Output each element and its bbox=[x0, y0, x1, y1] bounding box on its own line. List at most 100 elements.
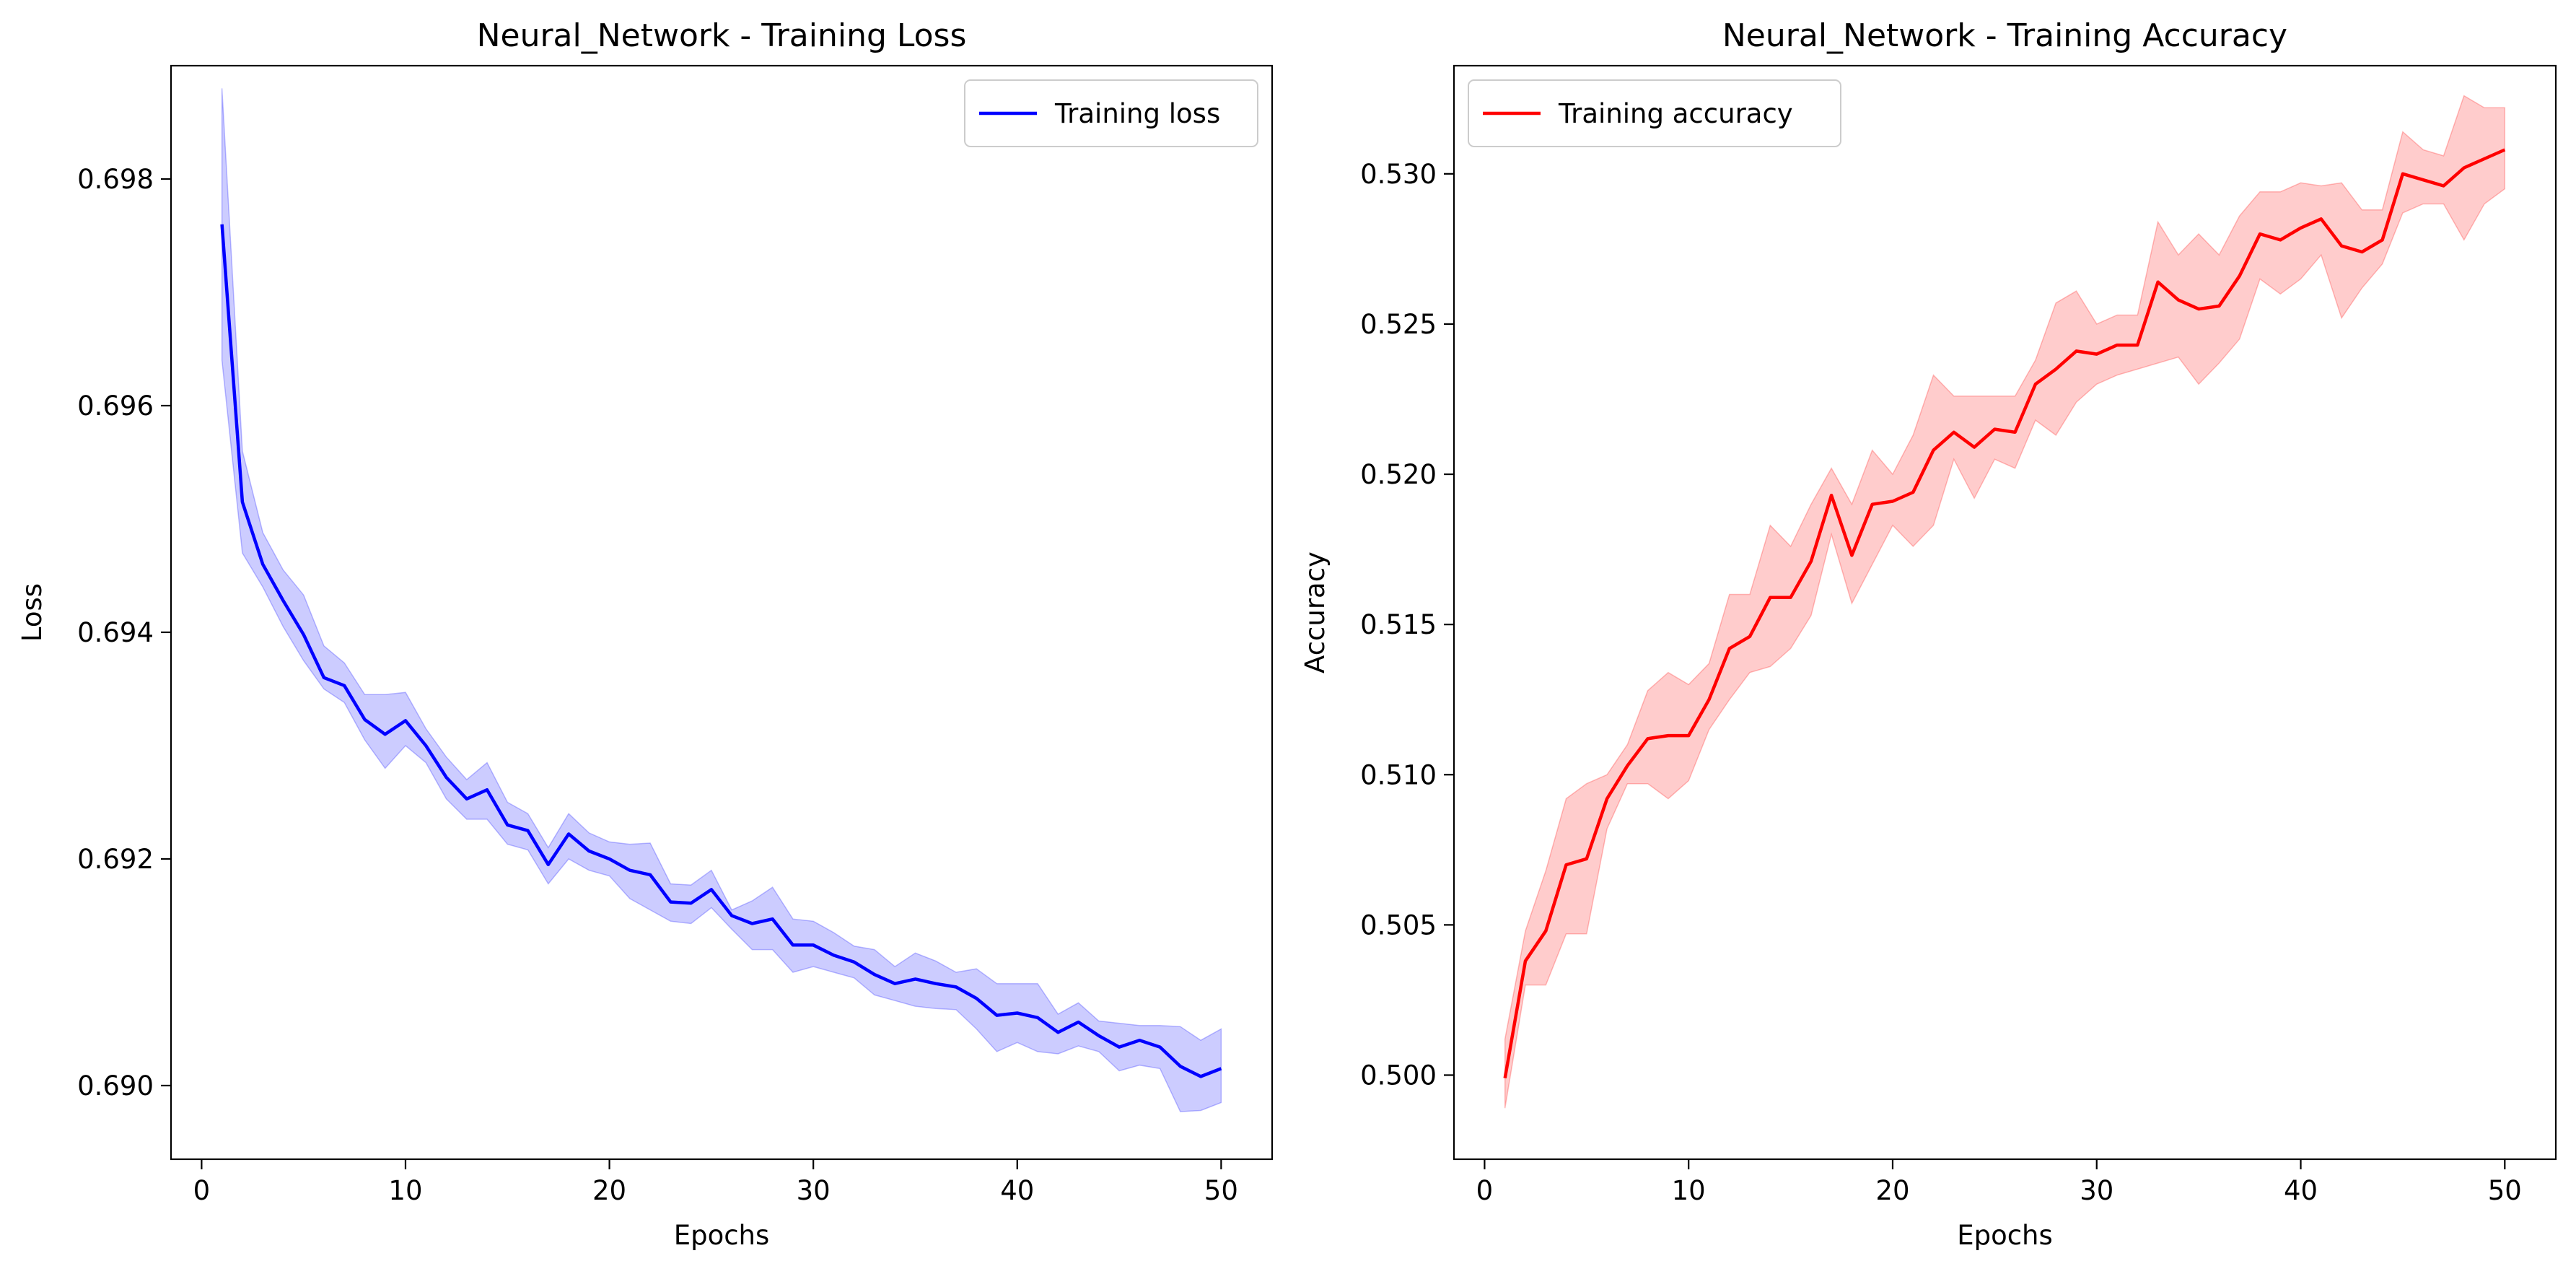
data-point bbox=[1585, 858, 1588, 860]
data-point bbox=[2340, 245, 2343, 248]
data-point bbox=[1199, 1075, 1202, 1078]
data-point bbox=[2095, 353, 2098, 356]
data-point bbox=[486, 788, 489, 791]
data-point bbox=[873, 973, 876, 976]
data-point bbox=[690, 902, 693, 904]
x-tick-label: 20 bbox=[1875, 1175, 1909, 1206]
data-point bbox=[1565, 863, 1568, 866]
legend-label: Training loss bbox=[1054, 98, 1220, 129]
y-axis-label: Accuracy bbox=[1300, 551, 1331, 673]
data-point bbox=[2259, 232, 2261, 235]
y-tick-label: 0.530 bbox=[1360, 159, 1437, 190]
data-point bbox=[2075, 349, 2078, 352]
series-line bbox=[220, 224, 1222, 1078]
chart-title: Neural_Network - Training Loss bbox=[477, 17, 967, 54]
data-point bbox=[1016, 1012, 1019, 1015]
data-point bbox=[832, 954, 835, 956]
data-point bbox=[364, 718, 367, 721]
data-point bbox=[1789, 596, 1792, 599]
data-point bbox=[1544, 930, 1547, 933]
legend-label: Training accuracy bbox=[1558, 98, 1793, 129]
data-point bbox=[649, 873, 652, 876]
data-point bbox=[893, 982, 896, 985]
data-point bbox=[750, 922, 753, 925]
legend: Training loss bbox=[964, 79, 1258, 147]
subplot-1: 0 10 20 30 40 50 0.690 0.692 0.694 0.696 0.698 Neur… bbox=[17, 17, 1274, 1251]
data-point bbox=[1605, 798, 1608, 800]
data-point bbox=[934, 982, 937, 985]
data-point bbox=[1626, 764, 1629, 767]
data-point bbox=[343, 684, 346, 687]
data-point bbox=[730, 915, 733, 917]
x-tick-label: 10 bbox=[1672, 1175, 1706, 1206]
data-point bbox=[2116, 344, 2119, 346]
chart-title: Neural_Network - Training Accuracy bbox=[1722, 17, 2287, 54]
data-point bbox=[221, 223, 224, 226]
y-tick-label: 0.694 bbox=[77, 617, 154, 648]
y-tick-label: 0.505 bbox=[1360, 909, 1437, 941]
x-tick-label: 0 bbox=[193, 1175, 211, 1206]
x-tick-label: 40 bbox=[2284, 1175, 2318, 1206]
data-point bbox=[1647, 737, 1650, 740]
data-point bbox=[1769, 596, 1771, 599]
data-point bbox=[302, 633, 305, 636]
y-tick-label: 0.698 bbox=[77, 164, 154, 195]
data-point bbox=[465, 798, 468, 800]
data-point bbox=[2177, 299, 2180, 302]
data-point bbox=[384, 733, 387, 736]
data-point bbox=[2422, 178, 2424, 181]
data-point bbox=[1871, 503, 1874, 506]
data-point bbox=[2443, 185, 2445, 188]
y-tick-label: 0.510 bbox=[1360, 759, 1437, 790]
data-point bbox=[1932, 449, 1935, 452]
data-point bbox=[1219, 1067, 1222, 1070]
data-point bbox=[2217, 305, 2220, 307]
data-point bbox=[1830, 494, 1833, 497]
y-tick-label: 0.692 bbox=[77, 844, 154, 875]
data-point bbox=[853, 961, 856, 964]
data-point bbox=[1159, 1046, 1162, 1049]
x-tick-label: 50 bbox=[2488, 1175, 2522, 1206]
y-tick-label: 0.515 bbox=[1360, 609, 1437, 640]
data-point bbox=[1993, 428, 1996, 431]
data-point bbox=[1687, 734, 1690, 737]
data-point bbox=[1891, 500, 1894, 503]
series-line bbox=[1503, 148, 2506, 1078]
data-point bbox=[1810, 560, 1813, 563]
y-tick-label: 0.696 bbox=[77, 391, 154, 422]
data-point bbox=[1850, 554, 1853, 557]
data-point bbox=[567, 832, 570, 835]
x-tick-label: 10 bbox=[388, 1175, 422, 1206]
x-tick-label: 0 bbox=[1476, 1175, 1494, 1206]
data-point bbox=[792, 943, 794, 946]
data-point bbox=[2197, 307, 2200, 310]
data-point bbox=[1728, 647, 1731, 650]
data-point bbox=[2157, 281, 2160, 284]
data-point bbox=[608, 858, 611, 860]
data-point bbox=[710, 888, 713, 891]
y-tick-label: 0.500 bbox=[1360, 1060, 1437, 1091]
y-tick-label: 0.520 bbox=[1360, 459, 1437, 490]
subplot-2: 0 10 20 30 40 50 0.500 0.505 0.510 0.515 0.520 0.52… bbox=[1300, 17, 2557, 1251]
y-tick-label: 0.525 bbox=[1360, 309, 1437, 340]
x-tick-label: 20 bbox=[592, 1175, 626, 1206]
data-point bbox=[1056, 1031, 1059, 1034]
data-point bbox=[1911, 491, 1914, 494]
data-point bbox=[1708, 698, 1711, 701]
data-point bbox=[2360, 250, 2363, 253]
data-point bbox=[241, 500, 244, 503]
data-point bbox=[1179, 1065, 1182, 1068]
std-band bbox=[1504, 95, 2506, 1109]
x-tick-label: 30 bbox=[797, 1175, 831, 1206]
data-point bbox=[404, 719, 407, 722]
data-point bbox=[628, 869, 631, 872]
data-point bbox=[2463, 167, 2466, 170]
data-point bbox=[547, 863, 550, 866]
x-tick-label: 50 bbox=[1204, 1175, 1238, 1206]
legend-box bbox=[1468, 79, 1841, 147]
data-point bbox=[996, 1014, 999, 1017]
data-point bbox=[1118, 1046, 1121, 1049]
x-axis-label: Epochs bbox=[1957, 1220, 2053, 1251]
